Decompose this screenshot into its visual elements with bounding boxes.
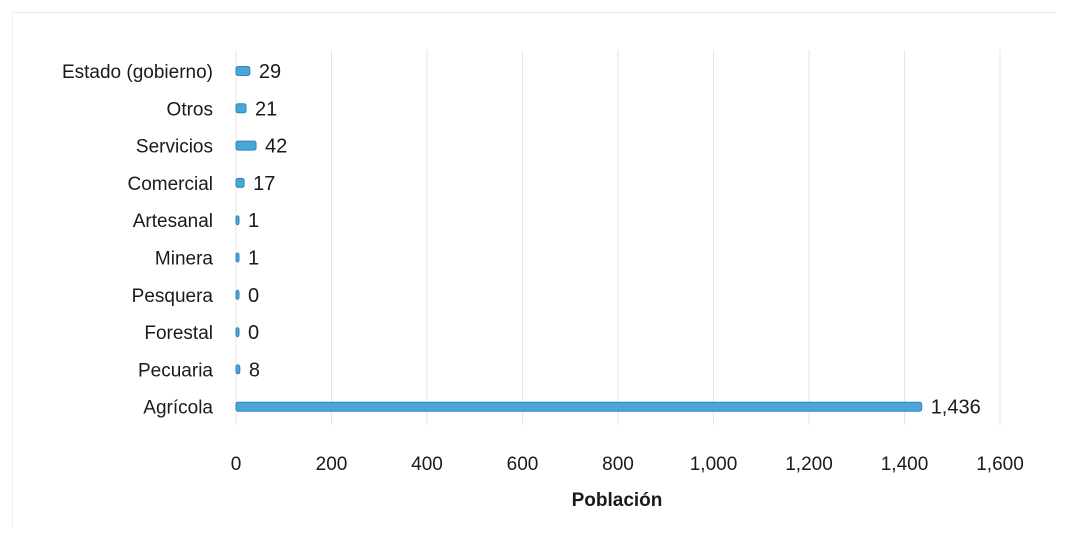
x-tick-label: 1,000 (690, 454, 738, 475)
category-label: Artesanal (133, 211, 213, 232)
bar (235, 140, 257, 151)
x-tick-label: 1,200 (785, 454, 833, 475)
bar (235, 177, 245, 188)
x-axis-ticks: 0 200 400 600 800 1,000 1,200 1,400 1,600 (231, 454, 1024, 475)
x-tick-label: 1,400 (881, 454, 929, 475)
x-tick-label: 400 (411, 454, 443, 475)
bar (235, 289, 240, 300)
data-label: 29 (259, 61, 281, 83)
bar (235, 66, 251, 76)
data-label: 21 (255, 98, 277, 120)
category-label: Comercial (127, 174, 213, 195)
data-label: 0 (248, 285, 259, 307)
category-label: Pesquera (132, 286, 214, 307)
data-label: 42 (265, 136, 287, 158)
chart-frame (12, 12, 1055, 527)
data-label: 1 (248, 248, 259, 270)
bar (235, 364, 241, 375)
grid-layer (235, 50, 1001, 425)
data-label: 1,436 (931, 397, 981, 419)
category-label: Otros (167, 99, 213, 120)
x-tick-label: 1,600 (976, 454, 1024, 475)
category-label: Estado (gobierno) (62, 62, 213, 83)
bar (235, 103, 247, 114)
bar (235, 327, 240, 338)
category-label: Pecuaria (138, 360, 213, 381)
data-label: 1 (248, 210, 259, 232)
x-tick-label: 800 (602, 454, 634, 475)
x-axis-title: Población (572, 490, 663, 511)
data-label: 17 (253, 173, 275, 195)
data-label: 0 (248, 322, 259, 344)
x-tick-label: 200 (316, 454, 348, 475)
x-tick-label: 600 (507, 454, 539, 475)
category-label: Agrícola (143, 398, 213, 419)
bar (235, 215, 240, 226)
category-label: Servicios (136, 137, 213, 158)
label-layer: Estado (gobierno) 29 Otros 21 Servicios 42 Com… (62, 61, 981, 419)
bar-layer (235, 66, 923, 412)
x-tick-label: 0 (231, 454, 242, 475)
data-label: 8 (249, 359, 260, 381)
category-label: Minera (155, 249, 214, 270)
category-label: Forestal (144, 323, 213, 344)
bar (235, 252, 240, 263)
bar (235, 401, 923, 412)
